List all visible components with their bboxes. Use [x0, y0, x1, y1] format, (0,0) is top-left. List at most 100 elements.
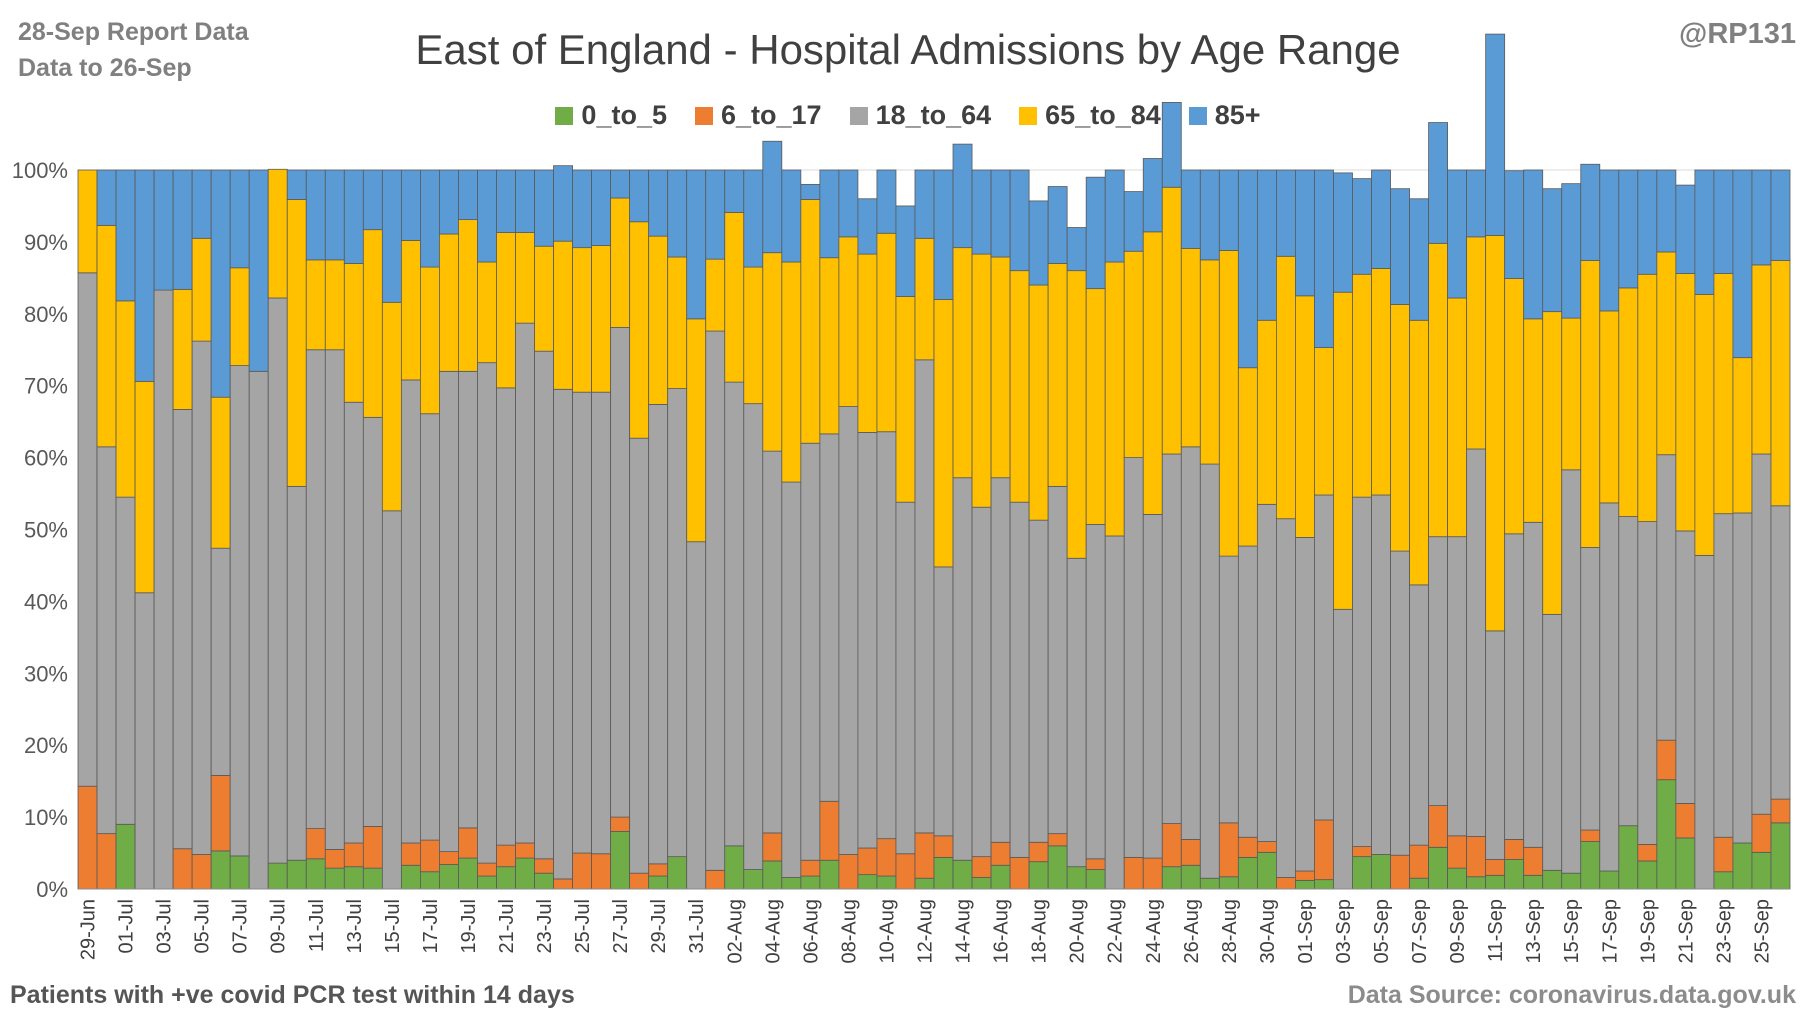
bar-segment [1485, 859, 1506, 876]
bar-segment [1770, 169, 1791, 261]
bar-segment [895, 853, 916, 890]
bar-segment [343, 169, 364, 264]
bar-segment [1447, 867, 1468, 890]
bar-segment [857, 253, 878, 433]
bar-segment [1732, 842, 1753, 890]
bar-segment [1656, 251, 1677, 456]
bar-segment [914, 359, 935, 834]
bar-segment [381, 169, 402, 303]
bar-segment [1066, 227, 1087, 272]
bar-segment [1085, 869, 1106, 890]
bar-segment [305, 259, 326, 351]
bar-segment [515, 169, 535, 233]
bar-segment [1656, 454, 1677, 741]
bar-segment [439, 169, 459, 235]
bar-segment [1161, 186, 1182, 455]
x-tick-label: 26-Aug [1181, 899, 1203, 964]
bar-segment [876, 232, 897, 433]
bar-segment [134, 380, 155, 594]
legend-item-4: 85+ [1188, 100, 1261, 131]
bar-segment [610, 816, 631, 832]
y-tick-label: 90% [24, 230, 68, 255]
x-tick-label: 25-Sep [1751, 899, 1773, 964]
bar-segment [971, 506, 992, 858]
bar-segment [1751, 453, 1772, 815]
bar-segment [1085, 288, 1106, 525]
bar-segment [971, 856, 992, 878]
bar-segment [305, 169, 326, 261]
bar-segment [591, 853, 612, 890]
bar-segment [267, 168, 288, 299]
bar-segment [1352, 273, 1372, 498]
legend-swatch [849, 107, 868, 125]
x-tick-label: 04-Aug [762, 899, 784, 964]
bar-segment [1713, 169, 1734, 274]
bar-segment [629, 437, 650, 874]
bar-segment [1580, 547, 1601, 831]
bar-segment [1218, 822, 1239, 878]
legend-swatch [694, 107, 713, 125]
bar-segment [572, 852, 592, 890]
bar-segment [1428, 242, 1448, 538]
bar-segment [210, 774, 231, 852]
x-tick-label: 14-Aug [953, 899, 975, 964]
bar-segment [1428, 536, 1448, 806]
bar-segment [515, 232, 535, 324]
bar-segment [1580, 163, 1601, 261]
bar-segment [838, 169, 859, 238]
bar-segment [762, 860, 783, 890]
bar-segment [648, 875, 669, 890]
bar-segment [400, 379, 421, 844]
bar-segment [400, 169, 421, 241]
bar-segment [686, 169, 707, 320]
bar-segment [1237, 545, 1258, 838]
bar-segment [1047, 186, 1068, 264]
bar-segment [952, 247, 973, 479]
bar-segment [1580, 841, 1601, 890]
bar-segment [705, 330, 726, 871]
bar-segment [648, 403, 669, 865]
bar-segment [800, 859, 821, 877]
bar-segment [1333, 291, 1353, 610]
bar-segment [1523, 169, 1544, 320]
bar-segment [1504, 859, 1525, 890]
bar-segment [1104, 169, 1125, 263]
bar-segment [343, 866, 364, 890]
bar-segment [1180, 247, 1201, 448]
bar-segment [1561, 469, 1582, 874]
bar-segment [800, 875, 821, 890]
bar-segment [1580, 260, 1601, 548]
bar-segment [210, 396, 231, 549]
bar-segment [115, 169, 136, 302]
footer-note: Patients with +ve covid PCR test within … [10, 981, 575, 1009]
bar-segment [971, 169, 992, 255]
bar-segment [324, 867, 345, 890]
bar-segment [1256, 851, 1277, 890]
bar-segment [553, 388, 573, 880]
bar-segment [1066, 557, 1087, 868]
bar-segment [1161, 102, 1182, 188]
bar-segment [876, 431, 897, 840]
bar-segment [324, 349, 345, 850]
bar-segment [1276, 518, 1296, 878]
bar-segment [134, 169, 155, 382]
x-tick-label: 13-Sep [1523, 899, 1545, 964]
x-tick-label: 07-Jul [230, 899, 252, 953]
bar-segment [439, 370, 459, 853]
bar-segment [1409, 844, 1429, 879]
bar-segment [667, 856, 688, 890]
bar-segment [591, 245, 612, 393]
bar-segment [1694, 554, 1715, 890]
bar-segment [381, 510, 402, 890]
bar-segment [838, 236, 859, 407]
bar-segment [1637, 844, 1658, 862]
bar-segment [648, 863, 669, 877]
bar-segment [1599, 870, 1620, 890]
bar-segment [1713, 871, 1734, 890]
bar-segment [1028, 200, 1049, 286]
bar-segment [1485, 874, 1506, 890]
bar-segment [1047, 485, 1068, 835]
bar-segment [933, 299, 954, 568]
bar-segment [895, 296, 916, 503]
